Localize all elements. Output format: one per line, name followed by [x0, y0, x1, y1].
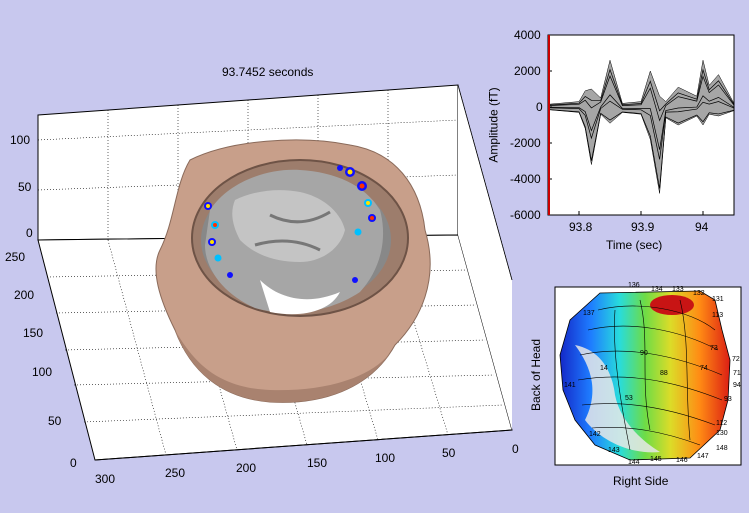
sensor-133: 133 [672, 286, 684, 293]
sensor-132: 132 [693, 290, 705, 297]
sensor-72: 72 [732, 356, 740, 363]
topo-low-region [575, 345, 660, 453]
sensor-73: 73 [710, 345, 718, 352]
waveform-x-tick-93-9: 93.9 [631, 220, 655, 234]
x-tick-50: 50 [442, 446, 456, 460]
y-tick-100: 100 [32, 365, 53, 379]
x-tick-100: 100 [375, 451, 396, 465]
sensor-134: 134 [651, 286, 663, 293]
view-title: 93.7452 seconds [222, 65, 314, 79]
x-tick-250: 250 [165, 466, 186, 480]
sensor-88: 88 [660, 370, 668, 377]
y-tick-50: 50 [48, 414, 62, 428]
x-tick-0: 0 [512, 442, 519, 456]
sensor-137: 137 [583, 310, 595, 317]
sensor-148: 148 [716, 445, 728, 452]
sensor-136: 136 [628, 282, 640, 289]
x-tick-150: 150 [307, 456, 328, 470]
sensor-113: 113 [712, 312, 724, 319]
y-tick-0: 0 [70, 456, 77, 470]
sensor-112: 112 [716, 420, 728, 427]
waveform-trace [547, 74, 735, 122]
waveform-trace [547, 109, 735, 189]
sensor-146: 146 [676, 457, 688, 464]
sensor-93: 93 [724, 396, 732, 403]
waveform-y-tick-2000: 2000 [514, 64, 541, 78]
sensor-131: 131 [712, 296, 724, 303]
waveform-y-tick-neg2000: -2000 [510, 136, 541, 150]
sensor-53: 53 [625, 395, 633, 402]
x-tick-300: 300 [95, 472, 116, 486]
waveform-trace [547, 94, 735, 150]
topo-y-label: Back of Head [529, 338, 544, 412]
sensor-90: 90 [640, 350, 648, 357]
waveform-x-label: Time (sec) [606, 238, 663, 252]
y-tick-200: 200 [14, 288, 35, 302]
waveform-x-tick-94: 94 [695, 220, 709, 234]
waveform-y-tick-neg6000: -6000 [510, 208, 541, 222]
sensor-14: 14 [600, 365, 608, 372]
sensor-143: 143 [608, 447, 620, 454]
z-tick-100: 100 [10, 133, 31, 147]
waveform-y-tick-4000: 4000 [514, 28, 541, 42]
z-tick-0: 0 [26, 226, 33, 240]
y-tick-250: 250 [5, 250, 26, 264]
sensor-94: 94 [733, 382, 741, 389]
sensor-147: 147 [697, 453, 709, 460]
waveform-envelope [547, 59, 735, 194]
waveform-y-tick-0: 0 [536, 100, 543, 114]
topo-x-label: Right Side [613, 474, 669, 488]
waveform-traces [547, 68, 735, 189]
y-tick-150: 150 [23, 326, 44, 340]
sensor-74: 74 [700, 365, 708, 372]
sensor-144: 144 [628, 459, 640, 466]
waveform-trace [547, 100, 735, 160]
head-surface [155, 139, 431, 403]
z-tick-50: 50 [18, 180, 32, 194]
x-tick-200: 200 [236, 461, 257, 475]
waveform-x-tick-93-8: 93.8 [569, 220, 593, 234]
sensor-130: 130 [716, 430, 728, 437]
sensor-142: 142 [589, 431, 601, 438]
topo-hotspot [650, 295, 694, 315]
waveform-trace [547, 68, 735, 112]
sensor-71: 71 [733, 370, 741, 377]
waveform-y-tick-neg4000: -4000 [510, 172, 541, 186]
sensor-145: 145 [650, 456, 662, 463]
sensor-141: 141 [564, 382, 576, 389]
